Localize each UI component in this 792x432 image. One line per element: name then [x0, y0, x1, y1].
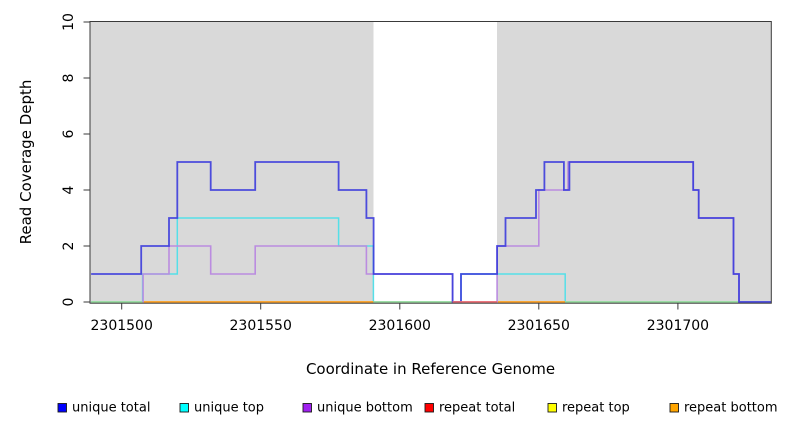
- series-unique-total-line: [91, 161, 771, 303]
- legend-item-repeat-top: repeat top: [547, 401, 630, 416]
- legend-label-unique-bottom: unique bottom: [317, 401, 413, 416]
- legend-label-repeat-total: repeat total: [439, 401, 515, 416]
- legend-swatch-unique-bottom: [302, 403, 312, 413]
- x-tick-label-2301600: 2301600: [369, 318, 431, 334]
- x-tick-label-2301650: 2301650: [508, 318, 570, 334]
- legend: unique total unique top unique bottom repea…: [57, 401, 778, 416]
- x-axis-label: Coordinate in Reference Genome: [306, 360, 555, 378]
- y-tick-label-10: 10: [61, 13, 77, 31]
- plot-data-layer: [91, 161, 771, 303]
- legend-item-unique-top: unique top: [179, 401, 264, 416]
- y-tick-label-4: 4: [61, 185, 77, 194]
- legend-item-unique-bottom: unique bottom: [302, 401, 413, 416]
- legend-swatch-repeat-top: [547, 403, 557, 413]
- y-tick-label-2: 2: [61, 242, 77, 251]
- axis-tick-labels-layer: 0 2 4 6 8 10 2301500 2301550 2301600 2301650 23017…: [61, 13, 709, 334]
- unmasked-region: [373, 21, 498, 304]
- legend-swatch-unique-top: [179, 403, 189, 413]
- x-tick-label-2301550: 2301550: [230, 318, 292, 334]
- legend-swatch-repeat-total: [424, 403, 434, 413]
- legend-swatch-unique-total: [57, 403, 67, 413]
- legend-label-unique-total: unique total: [72, 401, 150, 416]
- x-tick-label-2301500: 2301500: [91, 318, 153, 334]
- y-tick-label-0: 0: [61, 298, 77, 307]
- plot-box-border: [89, 21, 772, 304]
- legend-swatch-repeat-bottom: [669, 403, 679, 413]
- axis-ticks-layer: [83, 21, 679, 310]
- legend-item-repeat-total: repeat total: [424, 401, 515, 416]
- y-axis-label: Read Coverage Depth: [17, 80, 35, 245]
- legend-label-repeat-top: repeat top: [562, 401, 630, 416]
- x-tick-label-2301700: 2301700: [647, 318, 709, 334]
- legend-item-repeat-bottom: repeat bottom: [669, 401, 778, 416]
- y-tick-label-6: 6: [61, 129, 77, 138]
- legend-label-repeat-bottom: repeat bottom: [684, 401, 778, 416]
- legend-item-unique-total: unique total: [57, 401, 150, 416]
- legend-label-unique-top: unique top: [194, 401, 264, 416]
- y-tick-label-8: 8: [61, 74, 77, 83]
